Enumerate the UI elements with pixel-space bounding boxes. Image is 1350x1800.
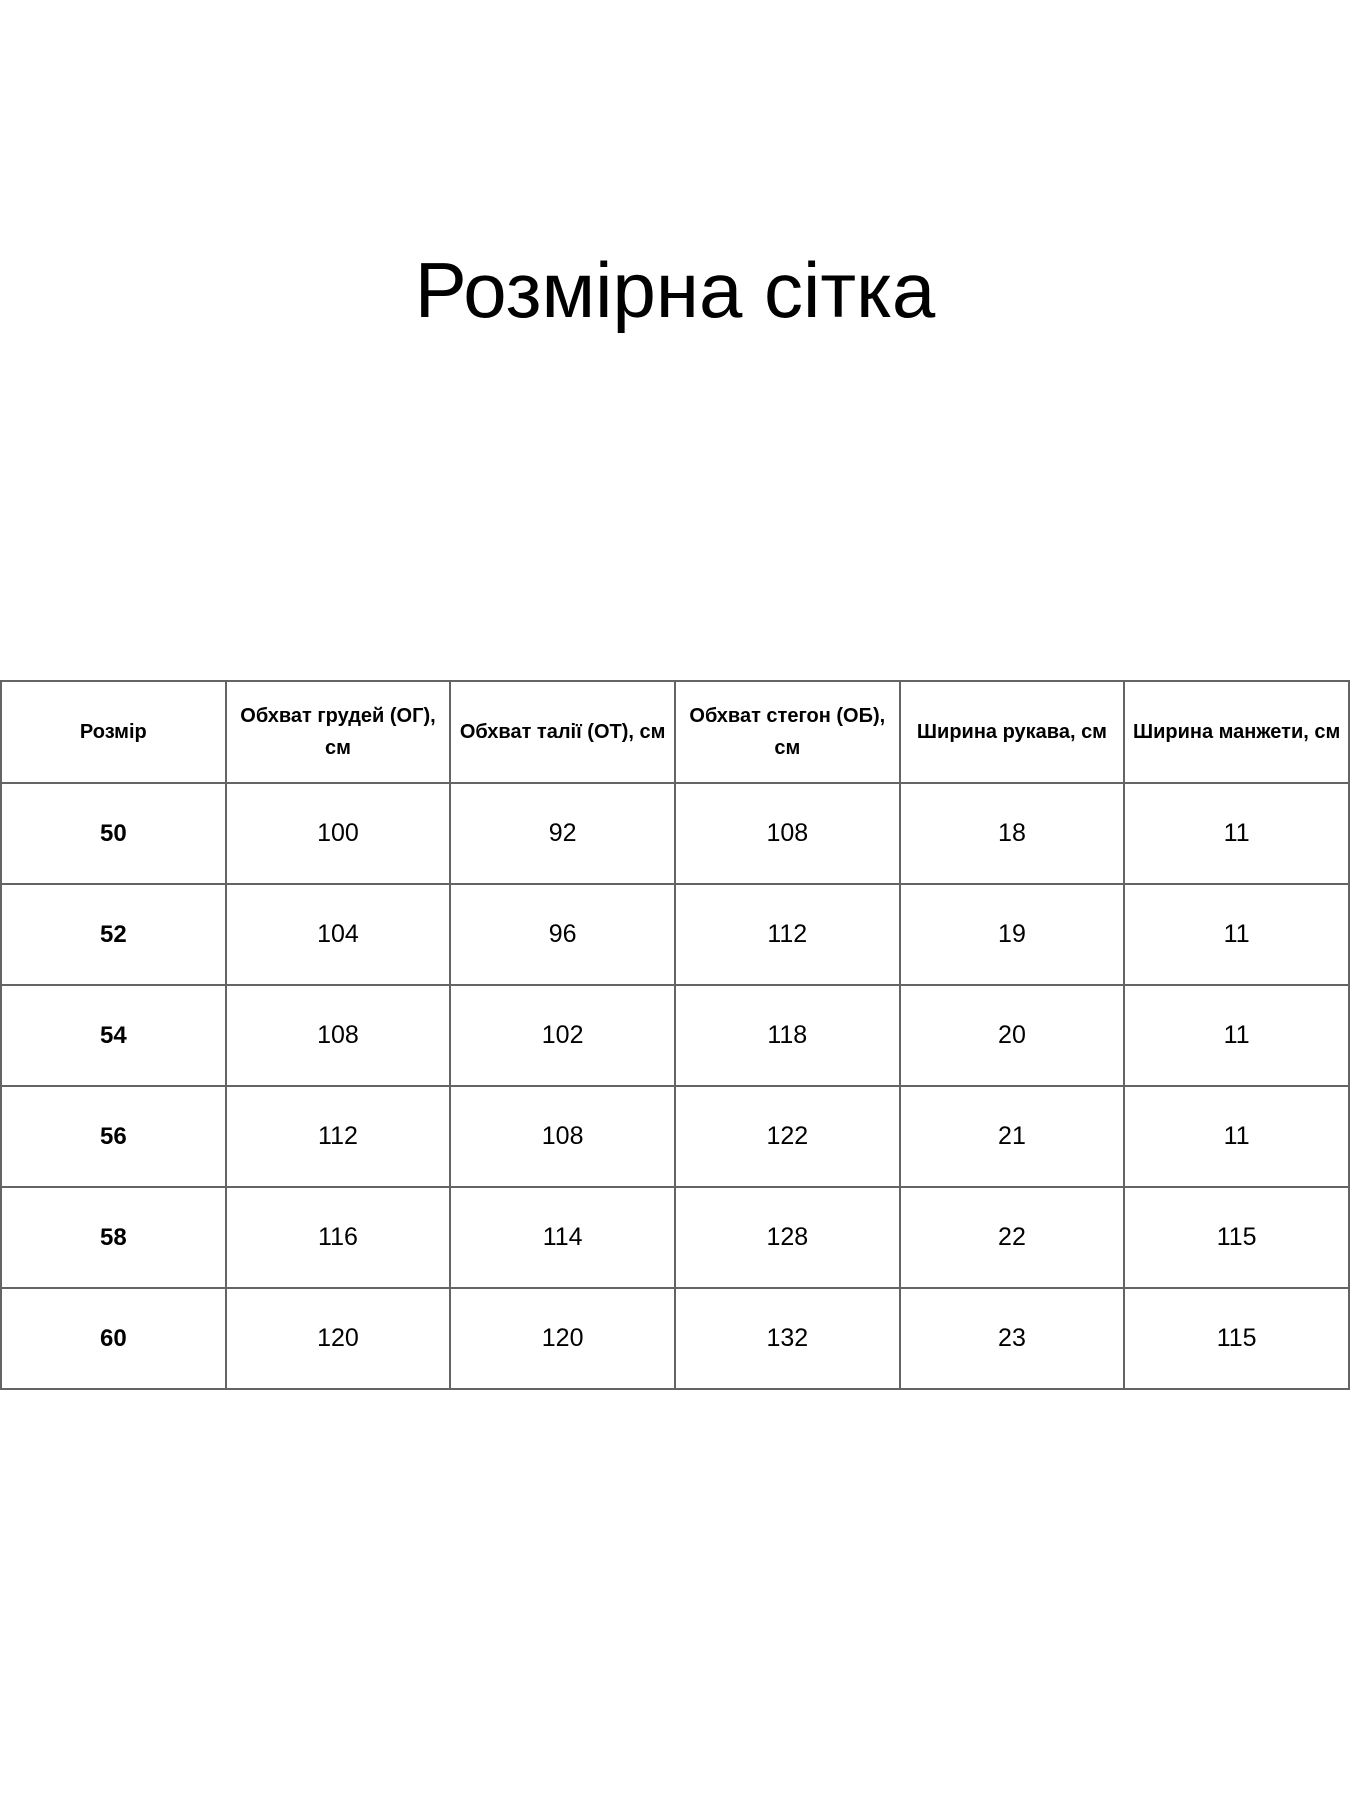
cuff-cell: 11 xyxy=(1123,1085,1350,1188)
chest-cell: 104 xyxy=(224,883,452,986)
table-row: 50 100 92 108 18 11 xyxy=(0,782,1350,885)
waist-cell: 92 xyxy=(449,782,676,885)
hips-cell: 118 xyxy=(673,984,901,1087)
col-header-hips: Обхват стегон (ОБ), см xyxy=(673,680,901,784)
chest-cell: 108 xyxy=(224,984,452,1087)
col-header-size: Розмір xyxy=(0,680,227,784)
hips-cell: 128 xyxy=(673,1186,901,1289)
table-row: 54 108 102 118 20 11 xyxy=(0,984,1350,1087)
size-cell: 60 xyxy=(0,1287,227,1390)
hips-cell: 132 xyxy=(673,1287,901,1390)
sleeve-cell: 21 xyxy=(898,1085,1126,1188)
cuff-cell: 11 xyxy=(1123,984,1350,1087)
header-row: Розмір Обхват грудей (ОГ), см Обхват тал… xyxy=(0,680,1350,784)
table-row: 56 112 108 122 21 11 xyxy=(0,1085,1350,1188)
cuff-cell: 11 xyxy=(1123,883,1350,986)
hips-cell: 112 xyxy=(673,883,901,986)
col-header-cuff: Ширина манжети, см xyxy=(1123,680,1350,784)
chest-cell: 112 xyxy=(224,1085,452,1188)
col-header-chest: Обхват грудей (ОГ), см xyxy=(224,680,452,784)
chest-cell: 116 xyxy=(224,1186,452,1289)
cuff-cell: 115 xyxy=(1123,1186,1350,1289)
page-title: Розмірна сітка xyxy=(414,246,936,334)
col-header-sleeve: Ширина рукава, см xyxy=(898,680,1126,784)
hips-cell: 122 xyxy=(673,1085,901,1188)
chest-cell: 120 xyxy=(224,1287,452,1390)
table-row: 60 120 120 132 23 115 xyxy=(0,1287,1350,1390)
sleeve-cell: 22 xyxy=(898,1186,1126,1289)
sleeve-cell: 18 xyxy=(898,782,1126,885)
table-row: 58 116 114 128 22 115 xyxy=(0,1186,1350,1289)
sleeve-cell: 19 xyxy=(898,883,1126,986)
cuff-cell: 11 xyxy=(1123,782,1350,885)
col-header-waist: Обхват талії (ОТ), см xyxy=(449,680,676,784)
waist-cell: 96 xyxy=(449,883,676,986)
hips-cell: 108 xyxy=(673,782,901,885)
waist-cell: 120 xyxy=(449,1287,676,1390)
size-cell: 58 xyxy=(0,1186,227,1289)
waist-cell: 102 xyxy=(449,984,676,1087)
waist-cell: 114 xyxy=(449,1186,676,1289)
size-cell: 54 xyxy=(0,984,227,1087)
size-cell: 52 xyxy=(0,883,227,986)
cuff-cell: 115 xyxy=(1123,1287,1350,1390)
table-row: 52 104 96 112 19 11 xyxy=(0,883,1350,986)
sleeve-cell: 20 xyxy=(898,984,1126,1087)
size-table: Розмір Обхват грудей (ОГ), см Обхват тал… xyxy=(0,680,1350,1390)
size-cell: 56 xyxy=(0,1085,227,1188)
sleeve-cell: 23 xyxy=(898,1287,1126,1390)
size-cell: 50 xyxy=(0,782,227,885)
waist-cell: 108 xyxy=(449,1085,676,1188)
chest-cell: 100 xyxy=(224,782,452,885)
